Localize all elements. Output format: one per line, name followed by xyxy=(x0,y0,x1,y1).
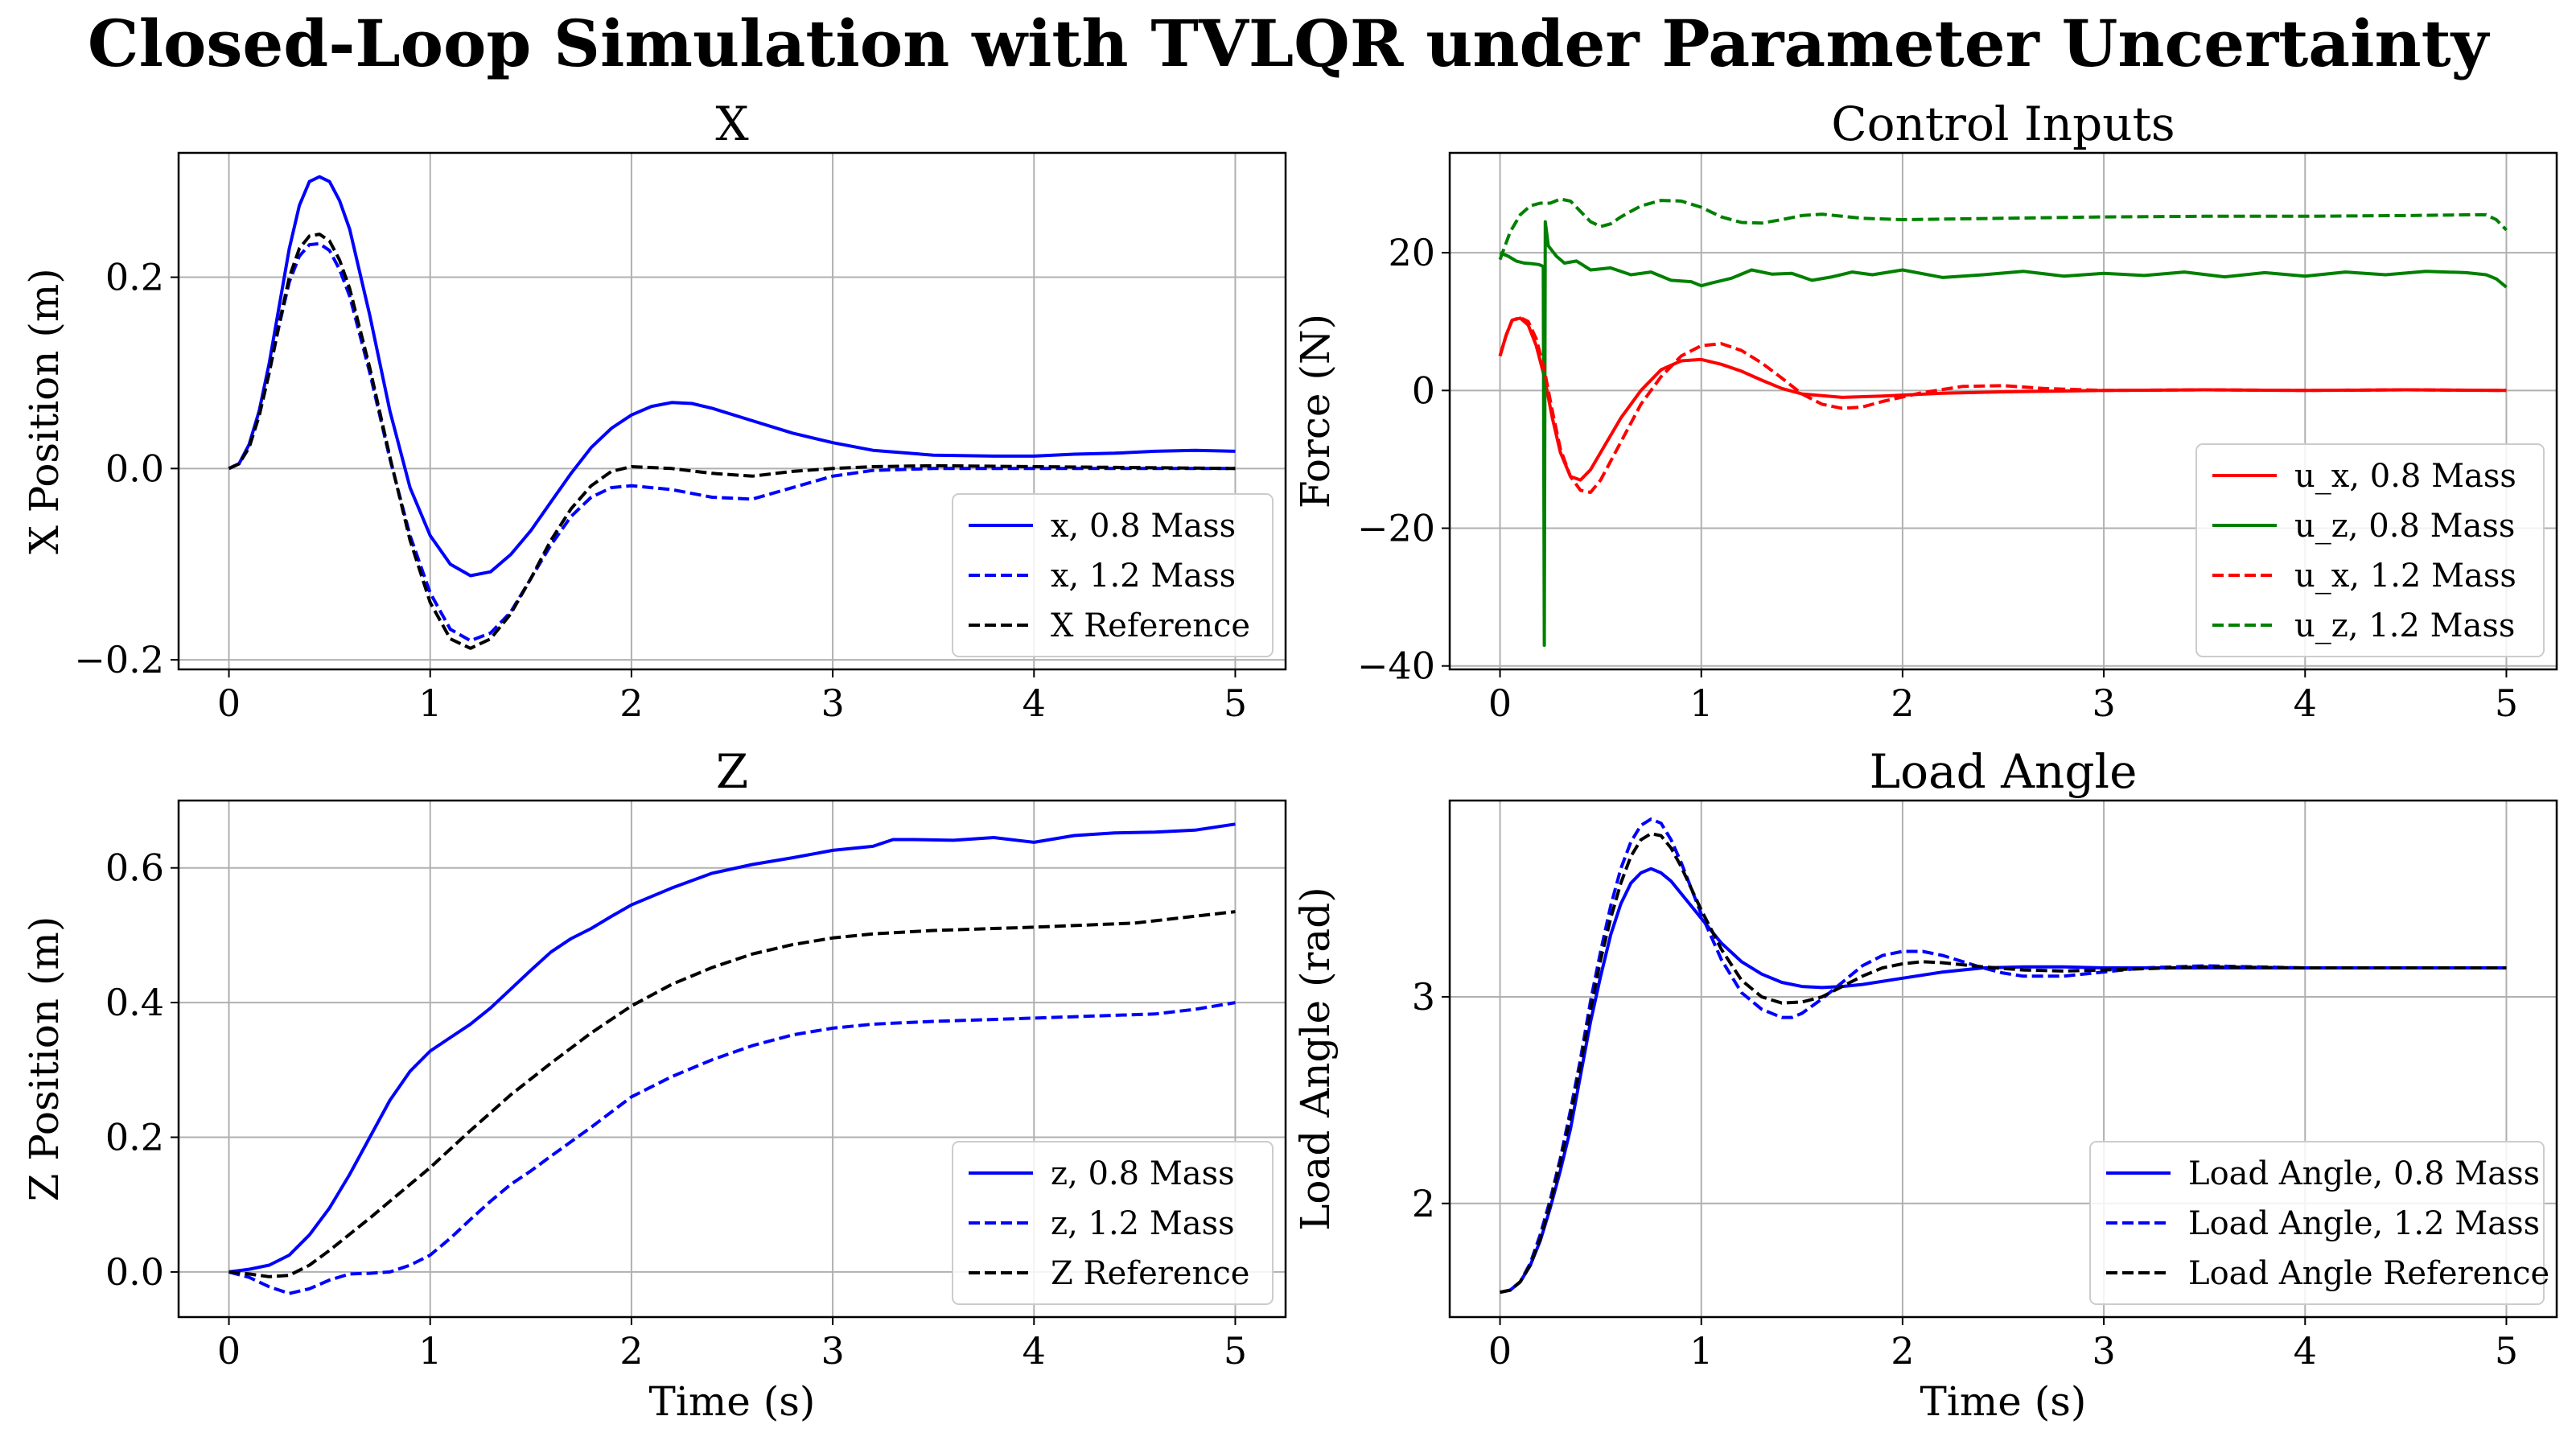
x-tick-label: 0 xyxy=(217,681,241,725)
y-tick-label: 0 xyxy=(1412,368,1435,412)
legend-box xyxy=(952,1141,1274,1305)
subplot-title: Z xyxy=(716,744,748,799)
x-tick-label: 4 xyxy=(1023,681,1046,725)
axes-frame xyxy=(177,799,1287,1319)
y-tick-label: 0.6 xyxy=(105,846,164,890)
series-group xyxy=(228,822,1236,1295)
y-tick-label: 0.2 xyxy=(105,256,164,299)
series-line-z-1-2-mass xyxy=(228,1001,1236,1295)
legend-label: z, 0.8 Mass xyxy=(1051,1155,1235,1192)
legend: u_x, 0.8 Mass u_z, 0.8 Mass u_x, 1.2 Mass u… xyxy=(2195,443,2545,657)
legend-label: z, 1.2 Mass xyxy=(1051,1205,1235,1242)
x-axis-label: Time (s) xyxy=(649,1378,816,1425)
y-tick-label: 20 xyxy=(1388,231,1435,274)
series-line-z-reference xyxy=(228,910,1236,1278)
legend-box xyxy=(2195,443,2545,657)
chart-panel-z: 0 1 2 3 4 5 0.0 0.2 0.4 0.6 Z Z Position (m) Time (s… xyxy=(21,744,1287,1425)
legend-label: u_z, 1.2 Mass xyxy=(2294,607,2515,644)
y-tick-label: 2 xyxy=(1412,1182,1435,1225)
y-tick-label: −0.2 xyxy=(74,638,164,681)
legend: z, 0.8 Mass z, 1.2 Mass Z Reference xyxy=(952,1141,1274,1305)
series-group xyxy=(228,175,1236,650)
x-tick-label: 1 xyxy=(1689,1329,1713,1373)
series-group xyxy=(1500,817,2507,1295)
y-tick-label: 3 xyxy=(1412,975,1435,1019)
y-axis-label: Force (N) xyxy=(1292,314,1339,508)
legend-label: x, 1.2 Mass xyxy=(1051,558,1236,595)
y-tick-label: 0.0 xyxy=(105,447,164,490)
chart-panel-theta: 0 1 2 3 4 5 2 3 Load Angle Load Angle (rad) Time (… xyxy=(1292,744,2558,1425)
x-axis-label: Time (s) xyxy=(1920,1378,2087,1425)
axes-frame xyxy=(177,151,1287,671)
y-tick-label: −40 xyxy=(1357,644,1435,688)
x-tick-label: 2 xyxy=(1891,681,1914,725)
series-line-x-1-2-mass xyxy=(228,241,1236,643)
x-tick-label: 0 xyxy=(1488,1329,1512,1373)
chart-panel-x: 0 1 2 3 4 5 −0.2 0.0 0.2 X X Position (m) x, 0.8 Ma… xyxy=(21,97,1287,725)
legend-label: x, 0.8 Mass xyxy=(1051,508,1236,545)
x-tick-label: 5 xyxy=(1224,681,1247,725)
x-tick-label: 1 xyxy=(418,681,442,725)
x-tick-label: 3 xyxy=(821,1329,844,1373)
x-tick-label: 4 xyxy=(2294,1329,2317,1373)
y-tick-label: 0.2 xyxy=(105,1116,164,1159)
x-tick-label: 0 xyxy=(1488,681,1512,725)
chart-panel-u: 0 1 2 3 4 5 −40 −20 0 20 Control Inputs Force (N) u_… xyxy=(1292,97,2558,725)
legend-label: X Reference xyxy=(1051,607,1250,644)
x-tick-label: 3 xyxy=(2092,1329,2115,1373)
y-axis-label: Z Position (m) xyxy=(21,916,68,1202)
x-tick-label: 1 xyxy=(1689,681,1713,725)
series-line-u-x-1-2-mass xyxy=(1498,315,2507,494)
legend-label: u_x, 0.8 Mass xyxy=(2294,458,2516,495)
figure-title: Closed-Loop Simulation with TVLQR under … xyxy=(88,6,2491,81)
legend: Load Angle, 0.8 Mass Load Angle, 1.2 Mass… xyxy=(2089,1141,2549,1305)
x-tick-label: 3 xyxy=(821,681,844,725)
legend: x, 0.8 Mass x, 1.2 Mass X Reference xyxy=(952,493,1274,657)
x-tick-label: 5 xyxy=(2495,681,2518,725)
x-tick-label: 1 xyxy=(418,1329,442,1373)
series-group xyxy=(1498,197,2508,647)
series-line-load-angle-reference xyxy=(1500,832,2507,1295)
legend-label: Load Angle Reference xyxy=(2188,1255,2549,1292)
legend-label: Z Reference xyxy=(1051,1255,1249,1292)
legend-label: Load Angle, 0.8 Mass xyxy=(2188,1155,2540,1192)
legend-box xyxy=(2089,1141,2545,1305)
series-line-x-0-8-mass xyxy=(228,175,1236,578)
x-tick-label: 4 xyxy=(1023,1329,1046,1373)
series-line-x-reference xyxy=(228,233,1236,650)
x-tick-label: 2 xyxy=(619,1329,643,1373)
x-tick-label: 2 xyxy=(1891,1329,1914,1373)
subplot-title: X xyxy=(715,97,749,151)
x-tick-label: 4 xyxy=(2294,681,2317,725)
series-line-z-0-8-mass xyxy=(228,822,1236,1274)
series-line-load-angle-0-8-mass xyxy=(1500,867,2507,1295)
legend-label: u_z, 0.8 Mass xyxy=(2294,508,2515,545)
legend-label: Load Angle, 1.2 Mass xyxy=(2188,1205,2540,1242)
y-tick-label: 0.4 xyxy=(105,981,164,1024)
series-line-u-z-1-2-mass xyxy=(1498,197,2508,261)
legend-box xyxy=(952,493,1274,657)
series-line-u-z-0-8-mass xyxy=(1499,220,2508,647)
y-tick-label: 0.0 xyxy=(105,1250,164,1294)
x-tick-label: 0 xyxy=(217,1329,241,1373)
axes-frame xyxy=(1448,151,2558,671)
x-tick-label: 3 xyxy=(2092,681,2115,725)
y-tick-label: −20 xyxy=(1357,507,1435,550)
subplot-title: Control Inputs xyxy=(1831,97,2175,151)
x-tick-label: 5 xyxy=(1224,1329,1247,1373)
x-tick-label: 2 xyxy=(619,681,643,725)
subplot-title: Load Angle xyxy=(1870,744,2138,799)
axes-frame xyxy=(1448,799,2558,1319)
legend-label: u_x, 1.2 Mass xyxy=(2294,558,2516,595)
y-axis-label: X Position (m) xyxy=(21,268,68,554)
y-axis-label: Load Angle (rad) xyxy=(1292,887,1339,1231)
x-tick-label: 5 xyxy=(2495,1329,2518,1373)
